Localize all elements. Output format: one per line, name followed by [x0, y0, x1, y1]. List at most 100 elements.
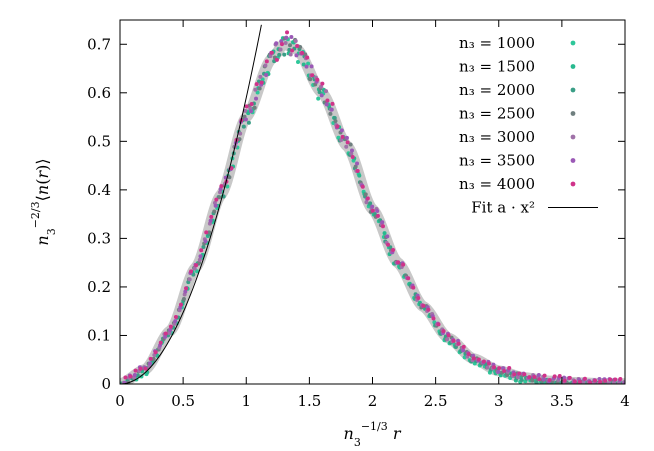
data-point — [368, 201, 373, 206]
data-point — [446, 333, 451, 338]
data-point — [532, 375, 537, 380]
data-point — [277, 52, 282, 57]
legend-marker — [570, 87, 576, 93]
data-point — [284, 35, 289, 40]
data-point — [209, 214, 214, 219]
data-point — [294, 53, 299, 58]
data-point — [189, 269, 194, 274]
data-point — [244, 104, 249, 109]
data-point — [264, 59, 269, 64]
legend-label: n₃ = 4000 — [459, 175, 535, 193]
data-point — [349, 148, 354, 153]
data-point — [431, 316, 436, 321]
fit-line-layer — [120, 24, 262, 384]
data-point — [572, 379, 577, 384]
data-point — [519, 377, 524, 382]
data-point — [353, 164, 358, 169]
data-point — [613, 377, 618, 382]
data-point — [542, 373, 547, 378]
data-point — [252, 105, 257, 110]
x-tick-label: 0 — [115, 392, 125, 410]
x-tick-label: 3.5 — [550, 392, 574, 410]
data-point — [471, 356, 476, 361]
data-point — [167, 331, 172, 336]
data-point — [304, 64, 309, 69]
data-point — [254, 96, 259, 101]
data-point — [385, 234, 390, 239]
data-point — [317, 90, 322, 95]
data-point — [192, 266, 197, 271]
data-point — [229, 166, 234, 171]
data-point — [198, 254, 203, 259]
data-point — [441, 329, 446, 334]
data-point — [207, 230, 212, 235]
legend-marker — [570, 40, 576, 46]
data-point — [219, 184, 224, 189]
data-point — [243, 108, 248, 113]
data-point — [259, 80, 264, 85]
data-point — [340, 134, 345, 139]
data-point — [562, 375, 567, 380]
data-point — [187, 277, 192, 282]
data-point — [522, 372, 527, 377]
data-point — [333, 119, 338, 124]
data-point — [173, 319, 178, 324]
y-tick-label: 0.3 — [87, 229, 111, 247]
data-point — [598, 379, 603, 384]
data-point — [512, 372, 517, 377]
data-point — [153, 350, 158, 355]
data-point — [445, 337, 450, 342]
data-point — [320, 81, 325, 86]
data-point — [350, 155, 355, 160]
data-point — [300, 50, 305, 55]
data-point — [301, 62, 306, 67]
y-tick-label: 0 — [101, 375, 111, 393]
data-point — [283, 40, 288, 45]
data-point — [191, 272, 196, 277]
data-point — [123, 375, 128, 380]
data-point — [357, 173, 362, 178]
data-point — [396, 260, 401, 265]
data-point — [168, 324, 173, 329]
data-point — [330, 101, 335, 106]
data-point — [199, 248, 204, 253]
data-point — [481, 359, 486, 364]
data-point — [138, 366, 143, 371]
data-point — [147, 361, 152, 366]
data-point — [328, 111, 333, 116]
x-tick-label: 2.5 — [424, 392, 448, 410]
data-point — [391, 248, 396, 253]
data-point — [195, 269, 200, 274]
data-point — [324, 102, 329, 107]
data-point — [593, 378, 598, 383]
data-point — [335, 124, 340, 129]
data-point — [289, 34, 294, 39]
legend-label: n₃ = 2000 — [459, 81, 535, 99]
data-point — [143, 366, 148, 371]
data-point — [208, 218, 213, 223]
data-point — [332, 115, 337, 120]
data-point — [201, 245, 206, 250]
data-point — [194, 263, 199, 268]
data-point — [183, 289, 188, 294]
data-point — [416, 295, 421, 300]
data-point — [258, 74, 263, 79]
data-point — [536, 373, 541, 378]
data-point — [562, 378, 567, 383]
data-point — [380, 220, 385, 225]
data-point — [451, 338, 456, 343]
data-point — [461, 348, 466, 353]
data-point — [249, 101, 254, 106]
data-point — [315, 77, 320, 82]
data-point — [151, 356, 156, 361]
data-point — [325, 98, 330, 103]
x-axis-label: n3−1/3 r — [344, 420, 402, 449]
data-point — [290, 48, 295, 53]
legend-marker — [570, 158, 576, 163]
data-point — [534, 380, 539, 384]
data-point — [293, 39, 298, 44]
data-point — [375, 213, 380, 218]
x-tick-label: 0.5 — [171, 392, 195, 410]
legend-label: n₃ = 3000 — [459, 128, 535, 146]
data-point — [618, 377, 623, 382]
